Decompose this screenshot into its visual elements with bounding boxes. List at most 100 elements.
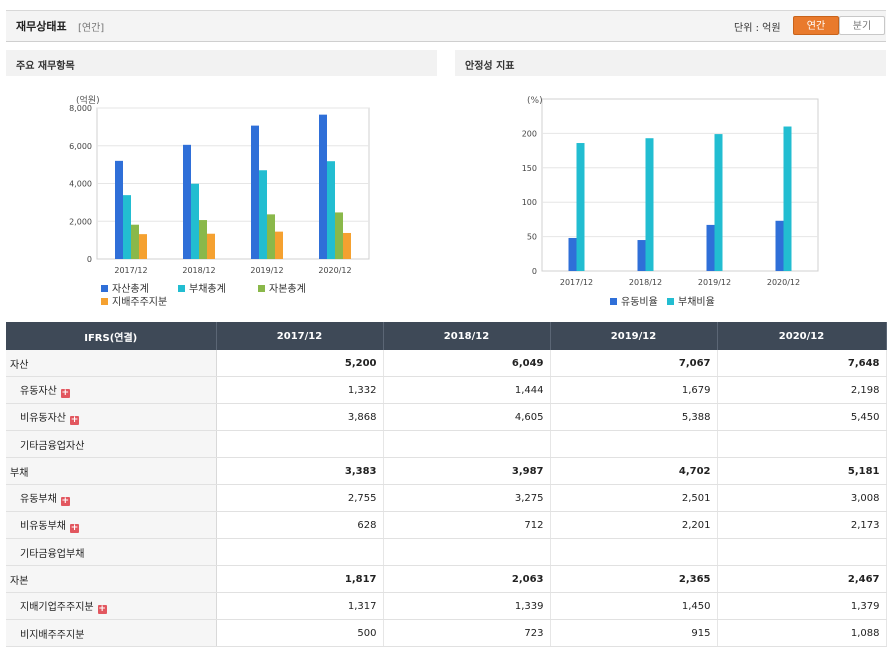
bar-1-1 [191, 183, 199, 259]
row-label-cell: 기타금융업자산 [6, 430, 217, 458]
financial-items-chart: (억원) 0 2,000 4,000 6,000 8,000 2017/12 2018/12 2… [69, 94, 370, 308]
plot-area [541, 98, 819, 272]
y-tick-label: 50 [527, 233, 537, 242]
legend-swatch [258, 285, 265, 292]
value-cell [216, 538, 384, 566]
legend-swatch [610, 298, 617, 305]
value-cell: 712 [383, 511, 551, 539]
value-cell: 5,200 [216, 350, 384, 377]
value-cell: 6,049 [383, 350, 551, 377]
value-cell [383, 430, 551, 458]
bar-0-1 [183, 144, 191, 259]
y-axis-label: (억원) [76, 94, 100, 106]
value-cell [216, 430, 384, 458]
bar-1-3 [327, 161, 335, 259]
column-header: 2017/12 [216, 322, 384, 350]
row-label-cell: 비유동부채 + [6, 511, 217, 539]
x-tick-label: 2018/12 [182, 266, 215, 275]
value-cell: 723 [383, 619, 551, 647]
bar-0-2 [251, 125, 259, 259]
row-label-cell: 유동자산 + [6, 376, 217, 404]
legend-swatch [667, 298, 674, 305]
value-cell: 2,501 [550, 484, 718, 512]
x-tick-label: 2020/12 [767, 278, 800, 287]
column-header: 2019/12 [550, 322, 718, 350]
expand-plus-icon[interactable]: + [97, 604, 107, 614]
balance-sheet-table: IFRS(연결) 2017/12 2018/12 2019/12 2020/12… [6, 322, 887, 647]
y-tick-label: 150 [522, 164, 537, 173]
table-row: 자산 5,200 6,049 7,067 7,648 [6, 350, 887, 377]
value-cell: 7,648 [717, 350, 887, 377]
bar-1-2 [714, 134, 723, 271]
stability-chart: (%) 0 50 100 150 200 2017/12 2018/12 2019/12 2020… [522, 96, 819, 308]
table-row: 부채 3,383 3,987 4,702 5,181 [6, 457, 887, 485]
legend-swatch [101, 298, 108, 305]
value-cell: 2,467 [717, 565, 887, 593]
value-cell: 1,088 [717, 619, 887, 647]
row-label: 유동부채 [20, 494, 57, 505]
tab-annual[interactable]: 연간 [793, 16, 839, 35]
table-row: 유동부채 +2,755 3,275 2,501 3,008 [6, 484, 887, 512]
column-header: 2018/12 [383, 322, 551, 350]
expand-plus-icon[interactable]: + [70, 415, 79, 425]
row-label-cell: 비지배주주지분 [6, 619, 217, 647]
statement-header: 재무상태표 [연간] 단위 : 억원 연간 분기 [6, 10, 886, 42]
row-label-cell: 기타금융업부채 [6, 538, 217, 566]
value-cell: 3,383 [216, 457, 384, 485]
value-cell [717, 538, 887, 566]
table-row: 자본 1,817 2,063 2,365 2,467 [6, 565, 887, 593]
value-cell: 1,339 [383, 592, 551, 620]
value-cell [550, 538, 718, 566]
y-tick-label: 8,000 [69, 104, 92, 113]
column-header: 2020/12 [717, 322, 887, 350]
value-cell [717, 430, 887, 458]
legend-label: 유동비율 [621, 296, 658, 308]
row-label-cell: 자본 [6, 565, 217, 593]
y-tick-label: 2,000 [69, 217, 92, 226]
value-cell: 1,817 [216, 565, 384, 593]
expand-plus-icon[interactable]: + [60, 388, 70, 398]
value-cell: 4,702 [550, 457, 718, 485]
legend-label: 부채총계 [189, 283, 226, 295]
legend-label: 부채비율 [678, 296, 715, 308]
x-tick-label: 2019/12 [698, 278, 731, 287]
value-cell: 3,868 [216, 403, 384, 431]
value-cell: 5,181 [717, 457, 887, 485]
panel-title-stability: 안정성 지표 [465, 61, 515, 72]
bar-0-3 [775, 220, 784, 271]
value-cell: 2,063 [383, 565, 551, 593]
y-tick-label: 4,000 [69, 180, 92, 189]
value-cell: 1,317 [216, 592, 384, 620]
value-cell: 2,365 [550, 565, 718, 593]
table-row: 기타금융업자산 [6, 430, 887, 458]
y-axis-label: (%) [527, 96, 543, 106]
tab-quarterly[interactable]: 분기 [839, 16, 885, 35]
value-cell: 1,444 [383, 376, 551, 404]
y-tick-label: 0 [532, 267, 537, 276]
value-cell: 3,008 [717, 484, 887, 512]
value-cell: 500 [216, 619, 384, 647]
value-cell: 628 [216, 511, 384, 539]
bar-0-0 [568, 237, 577, 271]
value-cell: 5,450 [717, 403, 887, 431]
row-label-cell: 부채 [6, 457, 217, 485]
y-tick-label: 100 [522, 198, 537, 207]
row-label: 지배기업주주지분 [20, 602, 94, 613]
table-row: 비유동자산 +3,868 4,605 5,388 5,450 [6, 403, 887, 431]
panel-header-financial: 주요 재무항목 [6, 50, 437, 76]
expand-plus-icon[interactable]: + [60, 496, 70, 506]
bar-2-2 [267, 214, 275, 259]
bar-0-1 [637, 240, 646, 271]
value-cell: 915 [550, 619, 718, 647]
y-tick-label: 200 [522, 129, 537, 138]
row-label: 비지배주주지분 [20, 629, 85, 641]
expand-plus-icon[interactable]: + [70, 523, 79, 533]
y-tick-label: 6,000 [69, 142, 92, 151]
table-row: 비지배주주지분 500 723 915 1,088 [6, 619, 887, 647]
row-label: 유동자산 [20, 386, 57, 397]
table-row: 유동자산 +1,332 1,444 1,679 2,198 [6, 376, 887, 404]
bar-1-0 [576, 143, 585, 271]
row-label: 부채 [10, 467, 29, 479]
bar-0-2 [706, 224, 715, 271]
bar-3-2 [275, 231, 283, 259]
